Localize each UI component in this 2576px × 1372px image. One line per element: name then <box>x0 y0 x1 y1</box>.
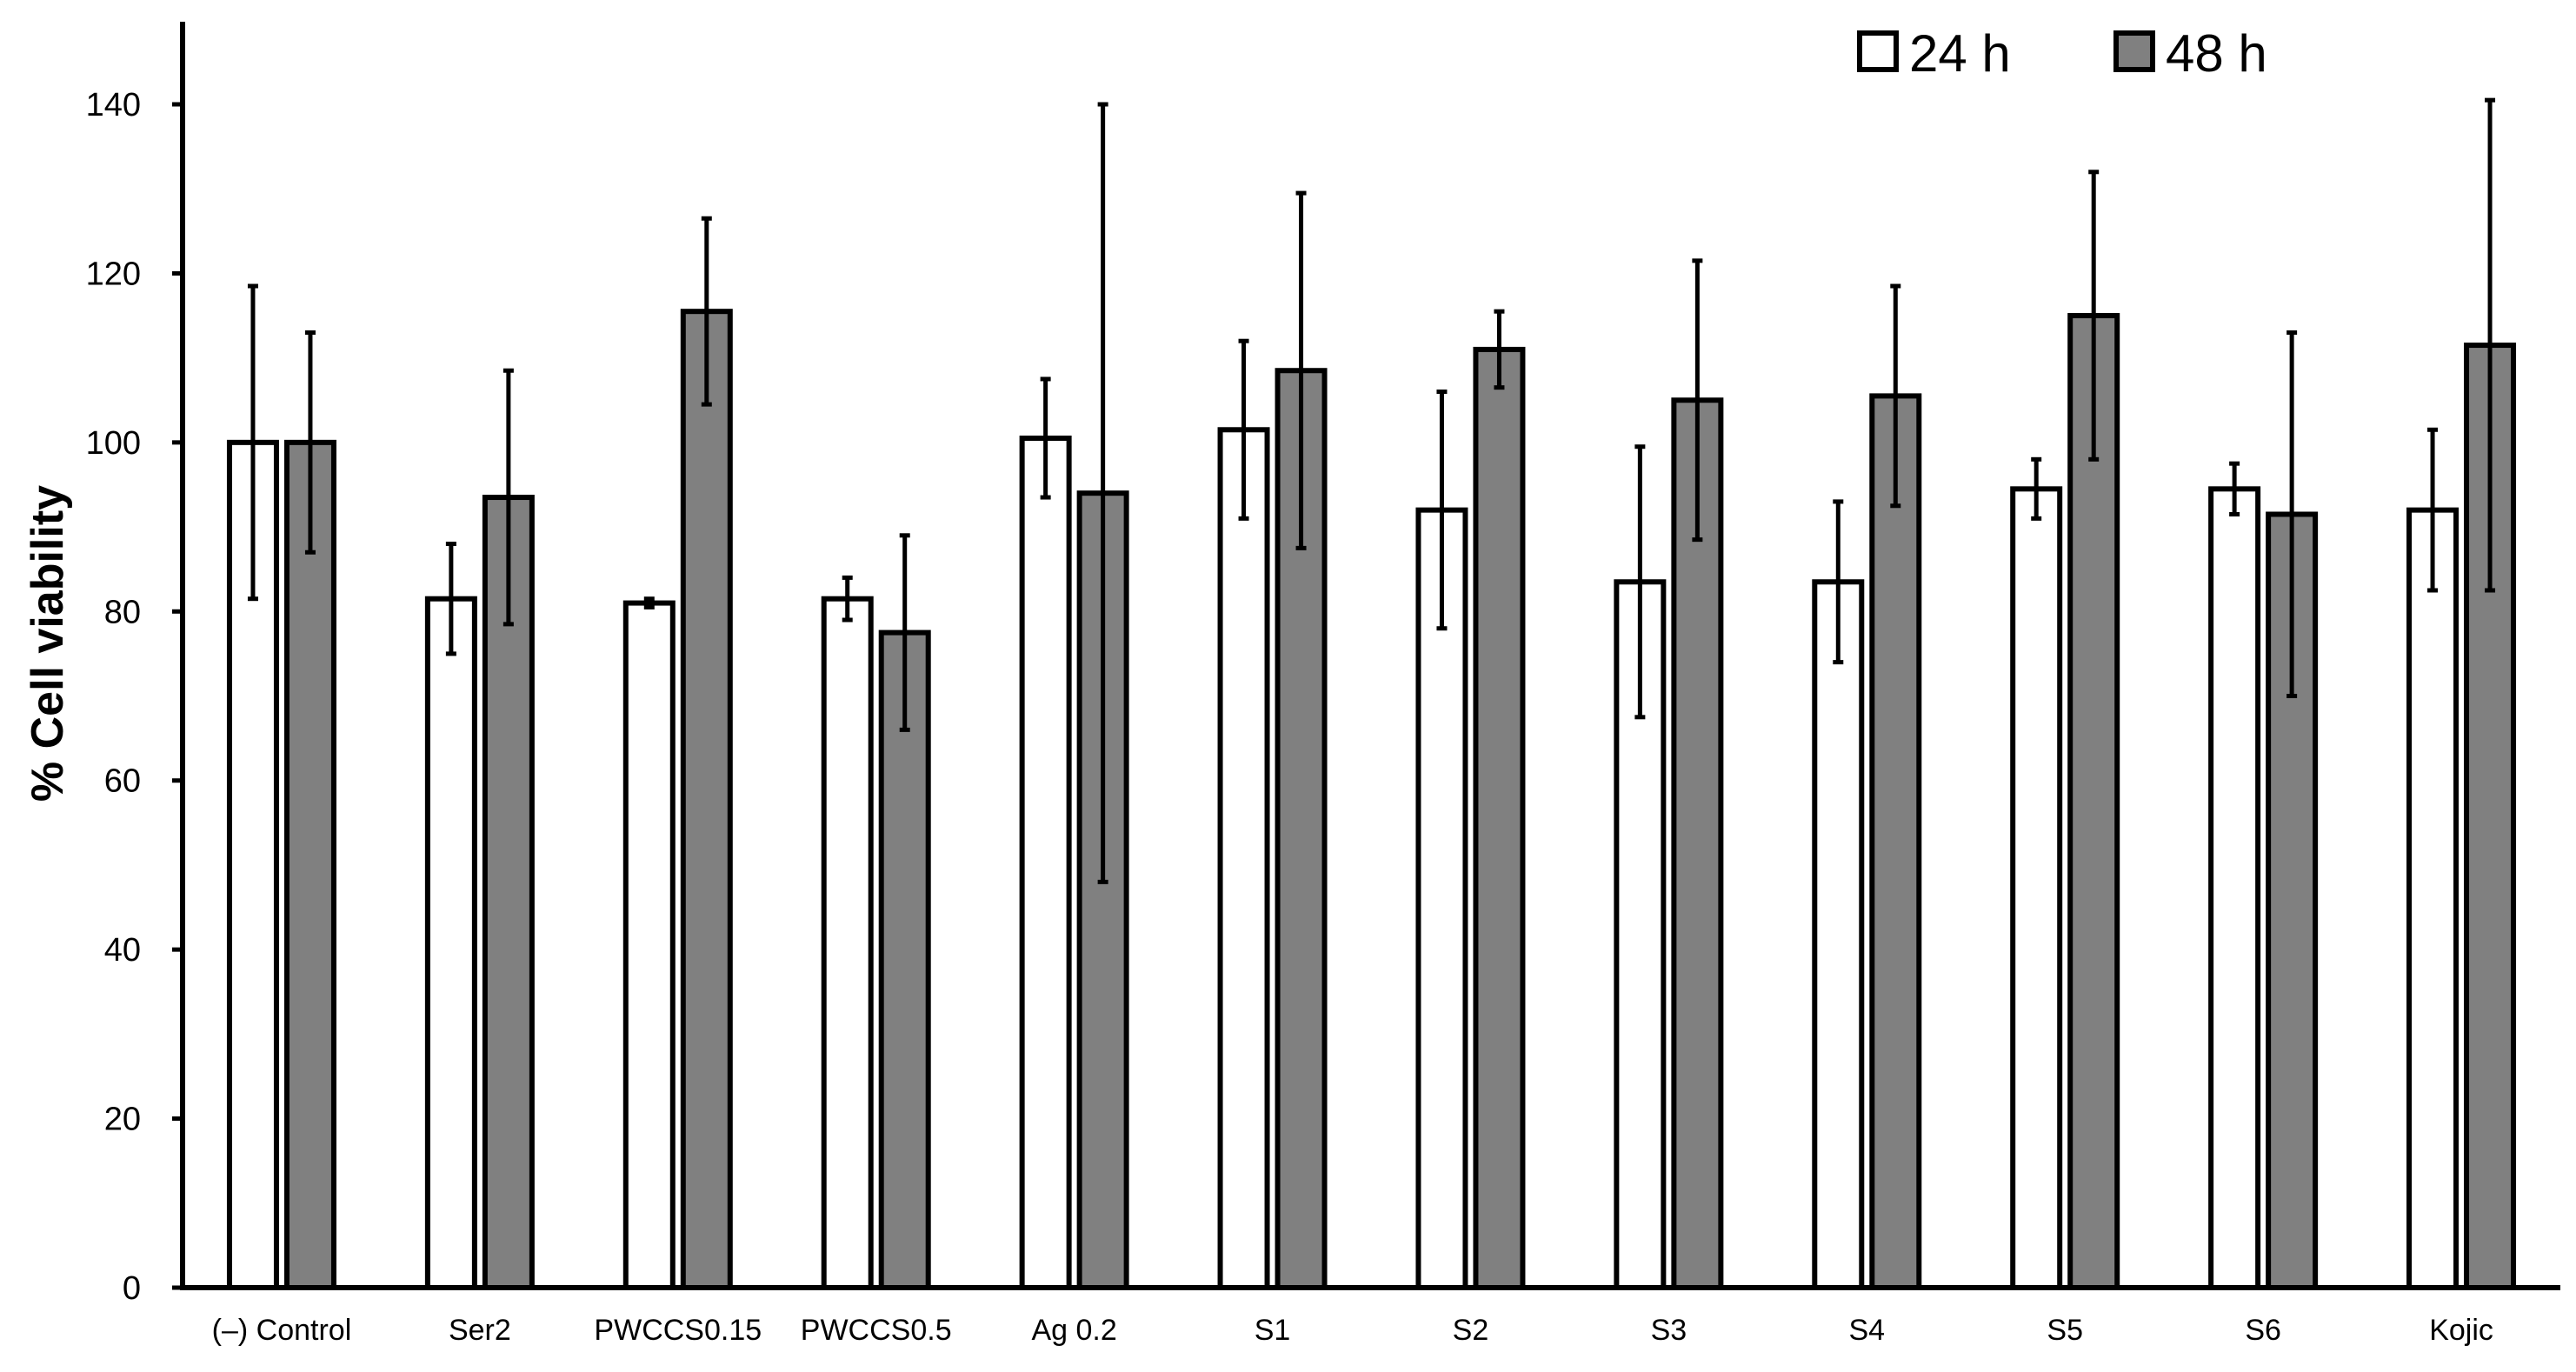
error-bar-pwccs0-5-48-h <box>899 533 910 732</box>
bar-pwccs0-5-24-h <box>821 596 874 1290</box>
bar-pwccs0-15-24-h <box>622 600 676 1290</box>
y-tick-label-140: 140 <box>86 87 141 123</box>
x-tick-label-s5: S5 <box>2047 1314 2083 1347</box>
error-bar-s6-24-h <box>2229 461 2240 516</box>
x-tick-label-s4: S4 <box>1848 1314 1885 1347</box>
bar-control-48-h <box>283 439 336 1291</box>
error-bar-pwccs0-15-24-h <box>643 596 655 609</box>
x-tick-label-pwccs0-5: PWCCS0.5 <box>801 1314 952 1347</box>
error-bar-s1-24-h <box>1238 338 1249 521</box>
legend-swatch-48h <box>2113 30 2155 72</box>
x-tick-label-control: (–) Control <box>212 1314 352 1347</box>
bar-s2-48-h <box>1473 346 1526 1291</box>
y-tick-label-40: 40 <box>104 932 141 969</box>
y-tick-label-0: 0 <box>123 1270 141 1307</box>
bar-s6-24-h <box>2208 486 2261 1290</box>
x-tick-label-s3: S3 <box>1651 1314 1687 1347</box>
error-bar-s5-48-h <box>2088 170 2100 462</box>
axes-layer <box>172 22 2560 1290</box>
y-tick-label-60: 60 <box>104 763 141 800</box>
error-bar-s4-24-h <box>1833 499 1844 665</box>
error-bar-s5-24-h <box>2031 456 2042 521</box>
y-tick-label-120: 120 <box>86 256 141 292</box>
error-bar-s2-24-h <box>1436 390 1448 631</box>
y-tick-label-80: 80 <box>104 594 141 630</box>
x-tick-label-s2: S2 <box>1453 1314 1489 1347</box>
error-bar-s2-48-h <box>1494 309 1505 390</box>
legend: 24 h 48 h <box>1857 24 2267 83</box>
error-bar-pwccs0-5-24-h <box>842 575 853 623</box>
bars-layer <box>226 97 2517 1291</box>
error-bar-control-48-h <box>304 330 316 555</box>
error-bar-ag-0-2-48-h <box>1097 102 1108 884</box>
bar-kojic-24-h <box>2406 507 2460 1290</box>
error-bar-ag-0-2-24-h <box>1040 376 1051 500</box>
x-tick-label-ser2: Ser2 <box>449 1314 511 1347</box>
y-axis-title: % Cell viability <box>23 485 73 802</box>
error-bar-kojic-24-h <box>2427 427 2439 593</box>
bar-s5-24-h <box>2010 486 2063 1290</box>
x-tick-label-kojic: Kojic <box>2429 1314 2493 1347</box>
bar-ag-0-2-24-h <box>1019 435 1072 1291</box>
error-bar-ser2-48-h <box>503 368 514 627</box>
bar-s4-48-h <box>1869 393 1922 1290</box>
x-tick-label-pwccs0-15: PWCCS0.15 <box>594 1314 762 1347</box>
error-bar-s3-24-h <box>1634 444 1646 720</box>
legend-label-48h: 48 h <box>2166 24 2267 83</box>
error-bar-ser2-24-h <box>445 542 456 656</box>
legend-label-24h: 24 h <box>1909 24 2011 83</box>
legend-swatch-24h <box>1857 30 1899 72</box>
bar-s2-24-h <box>1415 507 1468 1290</box>
error-bar-control-24-h <box>247 283 258 602</box>
error-bar-pwccs0-15-48-h <box>701 216 712 407</box>
error-bar-kojic-48-h <box>2485 97 2496 593</box>
error-bar-s1-48-h <box>1295 190 1307 550</box>
labels-layer: (–) Control Ser2 PWCCS0.15 PWCCS0.5 Ag 0.2 S1… <box>86 87 2493 1347</box>
error-bar-s4-48-h <box>1890 283 1901 509</box>
bar-pwccs0-15-48-h <box>680 309 733 1290</box>
y-tick-label-20: 20 <box>104 1102 141 1138</box>
bar-s1-24-h <box>1217 427 1270 1290</box>
bar-s4-24-h <box>1812 579 1865 1290</box>
x-tick-label-ag-0-2: Ag 0.2 <box>1031 1314 1116 1347</box>
y-tick-label-100: 100 <box>86 425 141 462</box>
bar-ser2-24-h <box>424 596 477 1290</box>
error-bar-s3-48-h <box>1692 258 1703 543</box>
error-bar-s6-48-h <box>2286 330 2298 698</box>
x-tick-label-s6: S6 <box>2245 1314 2281 1347</box>
x-tick-label-s1: S1 <box>1255 1314 1291 1347</box>
